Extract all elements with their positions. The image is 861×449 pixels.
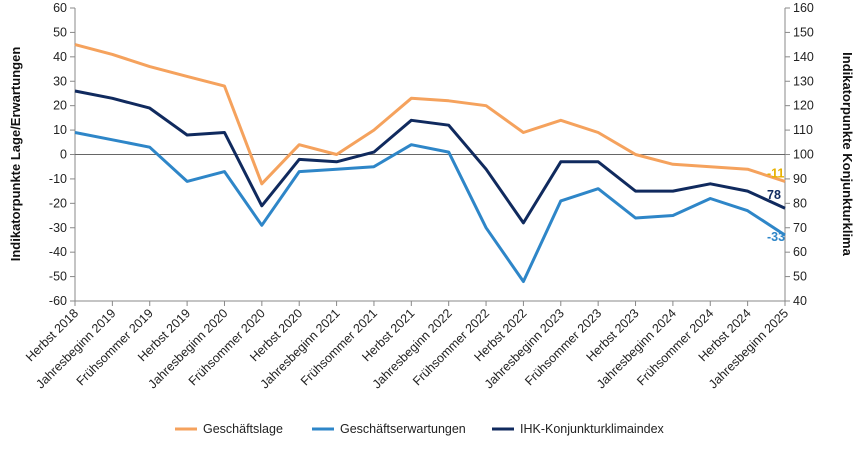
chart-axes — [74, 8, 786, 302]
right-axis-ticks: 160 150 140 130 120 110 100 90 80 70 60 50 40 — [785, 1, 814, 308]
right-tick-label: 80 — [793, 196, 807, 210]
right-axis-title: Indikatorpunkte Konjunkturklima — [840, 52, 855, 256]
end-value-label: -11 — [767, 166, 784, 180]
right-tick-label: 120 — [793, 99, 814, 113]
left-tick-label: 60 — [53, 1, 67, 15]
right-tick-label: 110 — [793, 123, 813, 137]
legend-label: Geschäftslage — [203, 422, 283, 436]
right-tick-label: 50 — [793, 270, 807, 284]
left-tick-label: 40 — [53, 50, 67, 64]
left-tick-label: -30 — [49, 221, 67, 235]
series-lines — [74, 43, 786, 283]
series-line — [74, 89, 786, 225]
left-tick-label: -20 — [49, 196, 67, 210]
series-line — [74, 43, 786, 186]
right-tick-label: 130 — [793, 74, 814, 88]
legend: Geschäftslage Geschäftserwartungen IHK-Kon… — [175, 422, 665, 436]
right-tick-label: 70 — [793, 221, 807, 235]
right-tick-label: 90 — [793, 172, 807, 186]
legend-label: IHK-Konjunkturklimaindex — [520, 422, 665, 436]
left-tick-label: 50 — [53, 25, 67, 39]
right-tick-label: 160 — [793, 1, 814, 15]
left-tick-label: 10 — [53, 123, 67, 137]
left-axis-ticks: 60 50 40 30 20 10 0 -10 -20 -30 -40 -50 -60 — [49, 1, 75, 308]
left-tick-label: 0 — [60, 148, 67, 162]
left-tick-label: -40 — [49, 245, 67, 259]
right-tick-label: 40 — [793, 294, 807, 308]
right-tick-label: 140 — [793, 50, 814, 64]
legend-label: Geschäftserwartungen — [340, 422, 466, 436]
end-labels: -11 -33 78 — [767, 166, 785, 244]
left-tick-label: 30 — [53, 74, 67, 88]
left-axis-title: Indikatorpunkte Lage/Erwartungen — [8, 47, 23, 262]
right-tick-label: 150 — [793, 25, 814, 39]
right-tick-label: 60 — [793, 245, 807, 259]
left-tick-label: 20 — [53, 99, 67, 113]
left-tick-label: -50 — [49, 270, 67, 284]
series-line — [74, 131, 786, 283]
end-value-label: 78 — [767, 188, 781, 202]
end-value-label: -33 — [767, 230, 785, 244]
right-tick-label: 100 — [793, 148, 814, 162]
left-tick-label: -10 — [49, 172, 67, 186]
left-tick-label: -60 — [49, 294, 67, 308]
